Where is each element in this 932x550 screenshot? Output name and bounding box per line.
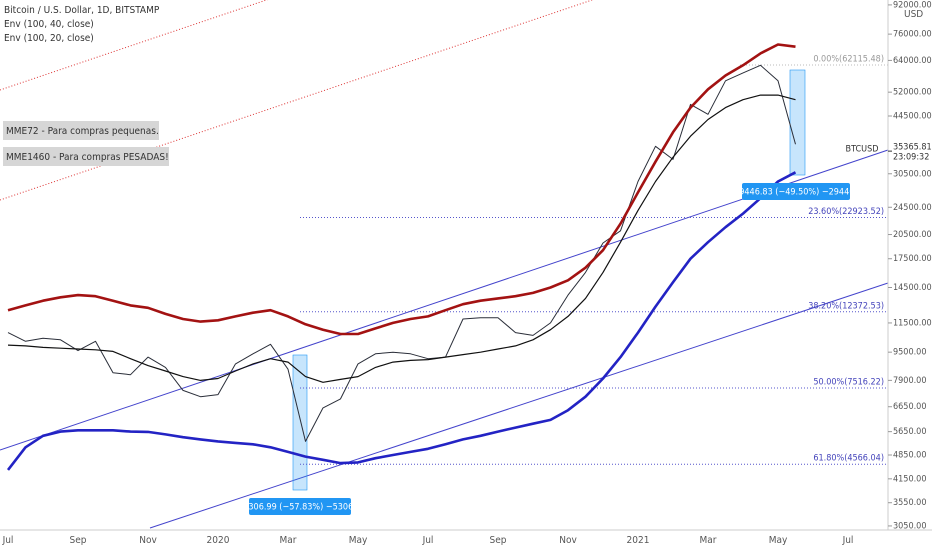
x-tick-label: Nov [139,535,157,546]
y-tick-label: 9500.00 [893,348,926,358]
y-tick-label: 14500.00 [893,283,932,293]
currency: USD [904,9,923,20]
measure-label: −29446.83 (−49.50%) −2944683 [727,188,864,198]
chart-title: Bitcoin / U.S. Dollar, 1D, BITSTAMP [4,5,160,16]
y-tick-label: 76000.00 [893,30,932,40]
y-tick-label: 92000.00 [893,0,932,10]
y-tick-label: 52000.00 [893,88,932,98]
y-tick-label: 30500.00 [893,169,932,179]
x-tick-label: Jul [842,535,854,546]
y-tick-label: 11500.00 [893,318,932,328]
x-tick-label: Sep [70,535,87,546]
y-tick-label: 7900.00 [893,376,926,386]
fib-label: 0.00%(62115.48) [813,54,884,64]
channel-line [0,149,889,451]
x-tick-label: May [769,535,788,546]
measure-box [292,354,308,491]
fib-label: 50.00%(7516.22) [813,377,884,387]
annotation-box [3,147,169,166]
x-tick-label: Mar [280,535,297,546]
x-tick-label: Nov [559,535,577,546]
fib-label: 61.80%(4566.04) [813,454,884,464]
y-tick-label: 44500.00 [893,111,932,121]
measure-label: −5306.99 (−57.83%) −530699 [236,503,363,513]
x-tick-label: 2020 [207,535,230,546]
measure-label-box [249,498,351,515]
y-tick-label: 6650.00 [893,402,926,412]
y-tick-label: 64000.00 [893,56,932,66]
series-line [6,171,797,471]
measure-label-box [742,183,850,200]
x-tick-label: 2021 [627,535,650,546]
fib-label: 23.60%(22923.52) [808,207,884,217]
annotation-box [3,121,159,140]
y-tick-label: 20500.00 [893,230,932,240]
y-tick-label: 3550.00 [893,498,926,508]
x-tick-label: Sep [490,535,507,546]
last-price-label: 35365.81 [893,143,932,153]
annotation: MME1460 - Para compras PESADAS! [6,152,169,163]
series-line [7,94,796,383]
series-line [7,43,796,336]
y-tick-label: 4850.00 [893,450,926,460]
y-tick-label: 5650.00 [893,427,926,437]
plot [6,43,888,471]
x-tick-label: Mar [700,535,717,546]
x-tick-label: Jul [422,535,434,546]
x-tick-label: May [349,535,368,546]
x-tick-label: Jul [2,535,14,546]
channel-line [149,282,889,529]
annotation: MME72 - Para compras pequenas. [6,126,159,137]
y-tick-label: 24500.00 [893,203,932,213]
series-line [7,64,796,442]
channel-line [0,0,268,91]
measure-box [789,69,806,176]
fib-label: 38.20%(12372.53) [808,301,884,311]
symbol-label: BTCUSD [846,145,879,155]
y-tick-label: 3050.00 [893,521,926,531]
y-tick-label: 17500.00 [893,254,932,264]
y-tick-label: 4150.00 [893,474,926,484]
indicator-label: Env (100, 20, close) [4,33,94,44]
indicator-label: Env (100, 40, close) [4,19,94,30]
countdown-label: 23:09:32 [893,153,929,163]
